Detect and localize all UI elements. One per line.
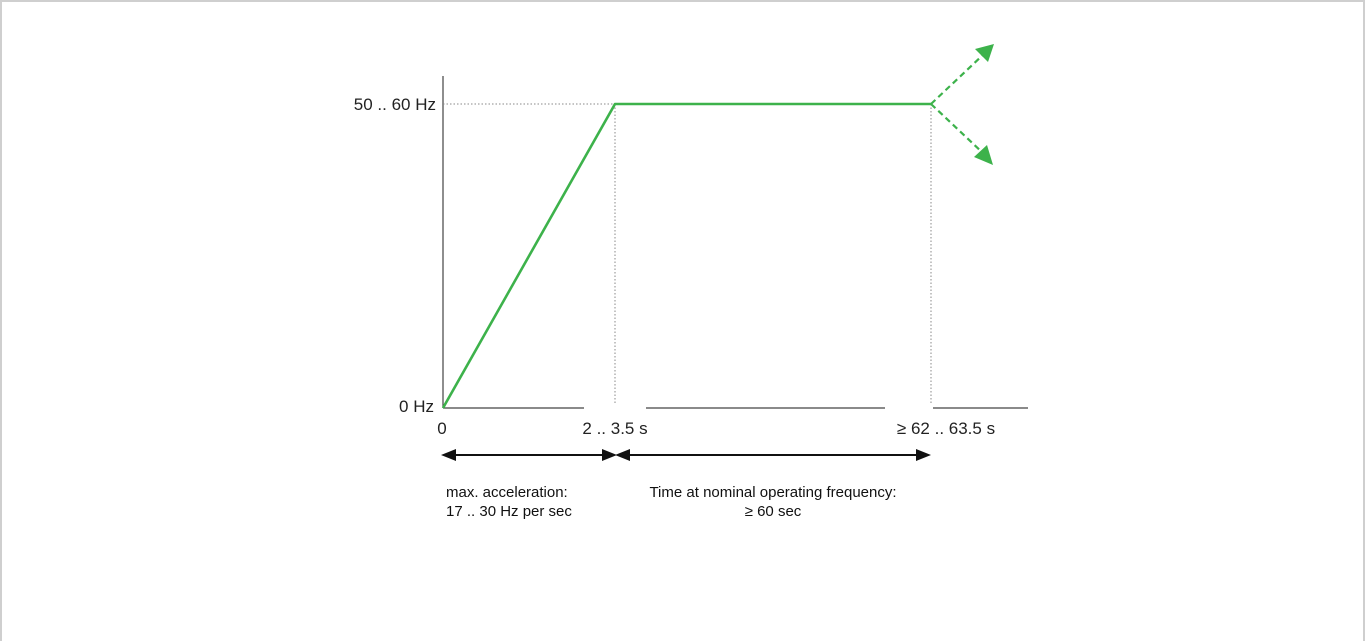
increase-branch-arrow (930, 51, 987, 105)
x-origin-label: 0 (437, 419, 446, 438)
x-plateau-end-label: ≥ 62 .. 63.5 s (897, 419, 995, 438)
nominal-arrow-left-head (615, 449, 630, 461)
acceleration-note-line1: max. acceleration: (446, 484, 568, 501)
acceleration-arrow-left-head (441, 449, 456, 461)
plateau-end-label-backdrop (885, 403, 933, 413)
frequency-curve (441, 102, 931, 409)
acceleration-arrow-right-head (602, 449, 617, 461)
nominal-note-line2: ≥ 60 sec (745, 503, 802, 520)
nominal-arrow-right-head (916, 449, 931, 461)
y-top-label: 50 .. 60 Hz (354, 95, 436, 114)
nominal-note-line1: Time at nominal operating frequency: (649, 484, 896, 501)
decrease-arrowhead (974, 145, 993, 165)
decrease-branch-arrow (930, 103, 985, 155)
ramp-end-label-backdrop (584, 403, 646, 413)
acceleration-note-line2: 17 .. 30 Hz per sec (446, 503, 572, 520)
increase-arrowhead (975, 44, 994, 62)
x-ramp-end-label: 2 .. 3.5 s (582, 419, 647, 438)
y-bottom-label: 0 Hz (399, 397, 434, 416)
